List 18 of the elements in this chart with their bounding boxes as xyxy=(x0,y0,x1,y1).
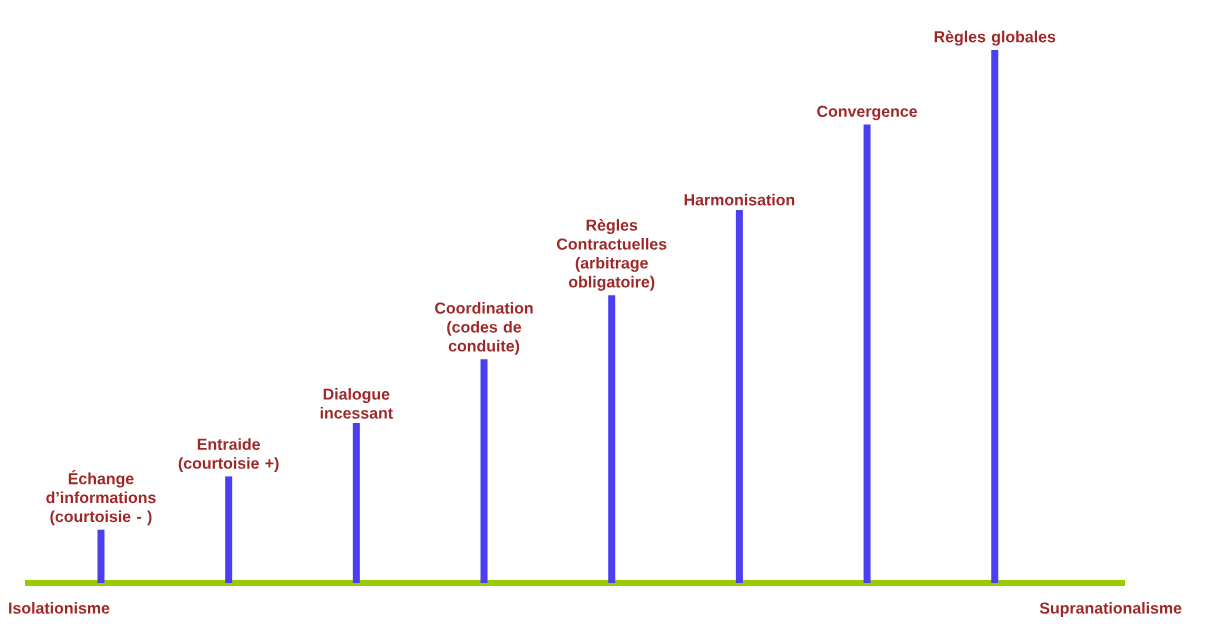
text: Isolationisme xyxy=(9,602,110,614)
bar xyxy=(480,359,488,584)
bar xyxy=(863,124,871,584)
x-tick-label: Dialogue incessant xyxy=(320,388,393,419)
text: Supranationalisme xyxy=(1039,602,1182,618)
bar xyxy=(97,529,105,584)
x-tick-label: Règles Contractuelles (arbitrage obligatoire) xyxy=(557,219,667,292)
bar xyxy=(225,476,233,584)
bar xyxy=(352,423,360,584)
x-tick-label: Coordination (codes de conduite) xyxy=(435,302,533,355)
x-tick-label: Convergence xyxy=(817,105,918,121)
bar xyxy=(735,210,743,584)
x-tick-label: Échange d’informations (courtoisie - ) xyxy=(46,470,156,526)
bar xyxy=(991,50,999,584)
x-tick-label: Entraide (courtoisie +) xyxy=(178,438,279,473)
bar xyxy=(608,295,616,584)
x-tick-label: Règles globales xyxy=(934,30,1056,46)
x-tick-label: Harmonisation xyxy=(684,194,795,206)
